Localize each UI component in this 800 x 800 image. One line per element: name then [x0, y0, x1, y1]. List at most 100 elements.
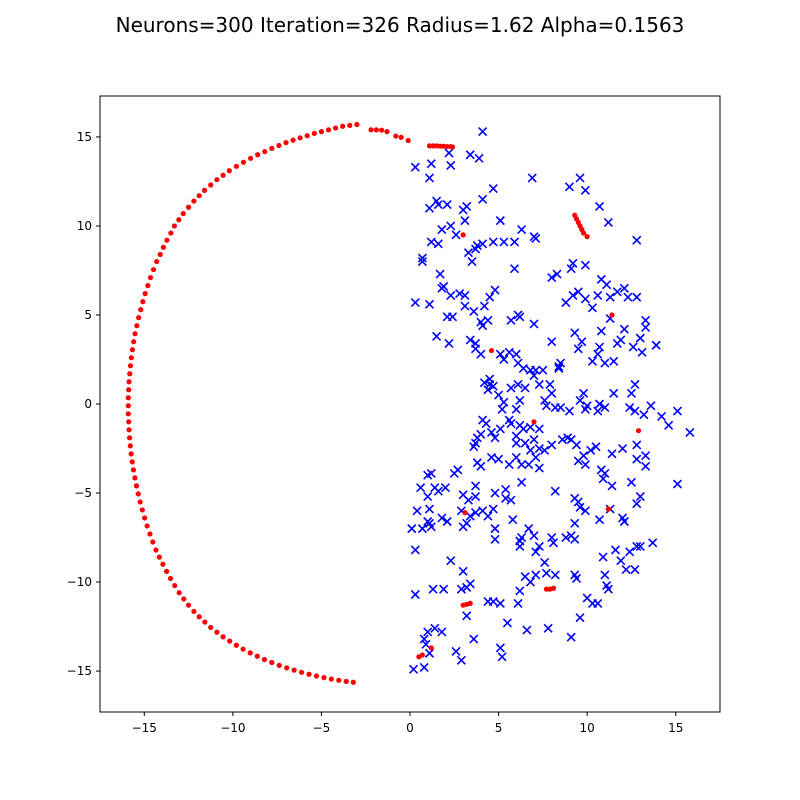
data-point-x: [531, 452, 541, 462]
data-point-x: [486, 452, 497, 462]
data-point-x: [421, 639, 431, 649]
neuron-point: [140, 299, 146, 305]
data-point-x: [511, 404, 521, 414]
neuron-point: [125, 411, 131, 417]
neuron-point: [156, 554, 162, 560]
data-point-x: [432, 196, 442, 206]
neuron-point: [196, 614, 202, 620]
data-point-x: [416, 483, 426, 493]
plot-frame: [99, 95, 721, 713]
data-point-x: [571, 440, 582, 450]
neuron-point: [164, 568, 170, 574]
data-point-x: [600, 402, 610, 413]
data-point-x: [474, 153, 484, 163]
neuron-point: [306, 671, 312, 677]
neuron-point: [290, 137, 296, 143]
data-point-x: [672, 406, 683, 416]
neuron-point: [127, 371, 133, 377]
data-point-x: [525, 445, 536, 455]
data-point-x: [469, 634, 479, 644]
data-point-x: [534, 541, 544, 551]
y-tick-label: 10: [77, 219, 92, 233]
data-point-x: [547, 440, 557, 450]
neuron-point: [298, 669, 305, 675]
neuron-point: [172, 582, 178, 589]
neuron-point: [126, 379, 132, 385]
neuron-point: [550, 585, 557, 591]
neuron-point: [153, 547, 159, 553]
data-point-x: [460, 290, 470, 300]
data-point-x: [621, 565, 631, 575]
neuron-point: [125, 403, 131, 409]
neuron-point: [167, 575, 174, 582]
data-point-x: [564, 182, 574, 192]
data-point-x: [630, 565, 640, 575]
data-point-x: [506, 383, 516, 393]
neuron-point: [291, 667, 297, 673]
data-point-x: [587, 303, 598, 313]
data-point-x: [628, 342, 638, 352]
data-point-x: [612, 287, 622, 297]
neuron-point: [311, 130, 317, 136]
data-point-x: [580, 459, 590, 470]
axis-ticks: −15 −10 −5 0 5 10 15 −15 −10 −5 0 5 10 15: [67, 130, 684, 735]
data-point-x: [545, 379, 555, 389]
data-point-x: [495, 424, 505, 434]
neuron-point: [609, 312, 615, 318]
neuron-point: [134, 323, 140, 329]
data-point-x: [641, 461, 651, 471]
data-point-x: [470, 492, 481, 502]
data-point-x: [520, 438, 530, 448]
y-tick-label: 0: [84, 397, 92, 411]
data-point-x: [509, 264, 520, 274]
data-point-x: [499, 237, 509, 247]
data-point-x: [635, 541, 645, 551]
neuron-point: [350, 679, 356, 685]
data-point-x: [527, 173, 537, 183]
neuron-point: [191, 608, 197, 615]
neuron-point: [168, 230, 174, 236]
y-tick-label: 15: [77, 130, 92, 144]
x-tick-label: 0: [406, 721, 414, 735]
data-point-x: [603, 584, 613, 594]
data-point-x: [417, 253, 427, 263]
data-point-x: [625, 547, 635, 557]
data-point-x: [632, 499, 642, 509]
data-point-x: [426, 159, 436, 169]
data-point-x: [582, 401, 592, 411]
data-point-x: [529, 319, 539, 329]
data-point-x: [437, 224, 447, 235]
data-point-x: [594, 515, 605, 525]
data-point-x: [435, 269, 445, 279]
neuron-point: [269, 659, 275, 666]
neuron-point: [176, 217, 182, 223]
data-point-x: [632, 292, 642, 302]
neuron-point: [262, 148, 268, 155]
data-point-x: [607, 449, 617, 459]
data-point-x: [511, 349, 521, 359]
data-point-x: [520, 383, 530, 393]
data-point-x: [587, 356, 598, 366]
data-point-x: [460, 301, 470, 311]
data-point-x: [465, 335, 475, 345]
neuron-point: [185, 602, 192, 608]
neuron-point: [201, 187, 208, 193]
x-tick-label: −5: [313, 721, 331, 735]
data-point-x: [593, 406, 603, 416]
data-point-x: [637, 347, 647, 357]
data-point-x: [593, 290, 603, 300]
data-point-x: [591, 442, 601, 452]
neuron-point: [138, 307, 144, 313]
neuron-point: [373, 127, 379, 133]
data-point-x: [462, 582, 472, 592]
data-point-x: [488, 381, 498, 391]
neuron-point: [136, 315, 142, 321]
y-tick-label: −5: [74, 486, 92, 500]
data-point-x: [446, 160, 456, 170]
data-point-x: [664, 420, 674, 430]
data-point-x: [456, 655, 466, 665]
data-point-x: [483, 597, 493, 607]
data-point-x: [573, 344, 583, 354]
data-point-x: [472, 433, 482, 443]
neuron-point: [164, 237, 170, 243]
